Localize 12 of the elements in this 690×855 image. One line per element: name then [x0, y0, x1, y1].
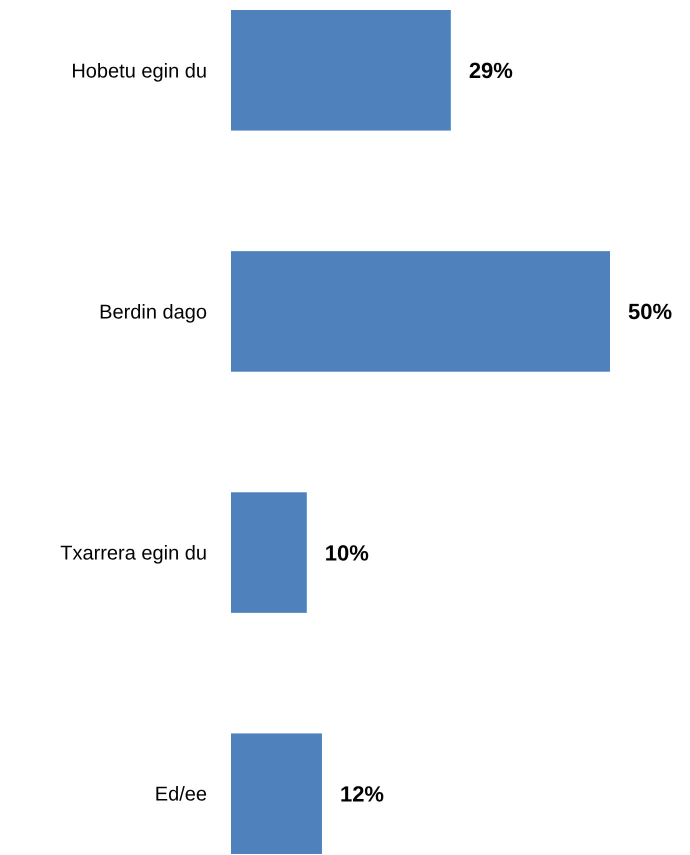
data-label: 10% [324, 540, 369, 566]
y-tick-label: Berdin dago [99, 301, 207, 324]
data-label: 50% [628, 299, 672, 324]
y-tick-label: Ed/ee [154, 784, 207, 806]
data-label: 12% [340, 781, 384, 806]
bar [231, 492, 307, 613]
y-tick-label: Hobetu egin du [71, 60, 207, 82]
bar [231, 251, 610, 372]
bar [231, 733, 322, 854]
data-label: 29% [468, 58, 513, 83]
y-tick-label: Txarrera egin du [60, 542, 207, 565]
bar [231, 10, 451, 131]
